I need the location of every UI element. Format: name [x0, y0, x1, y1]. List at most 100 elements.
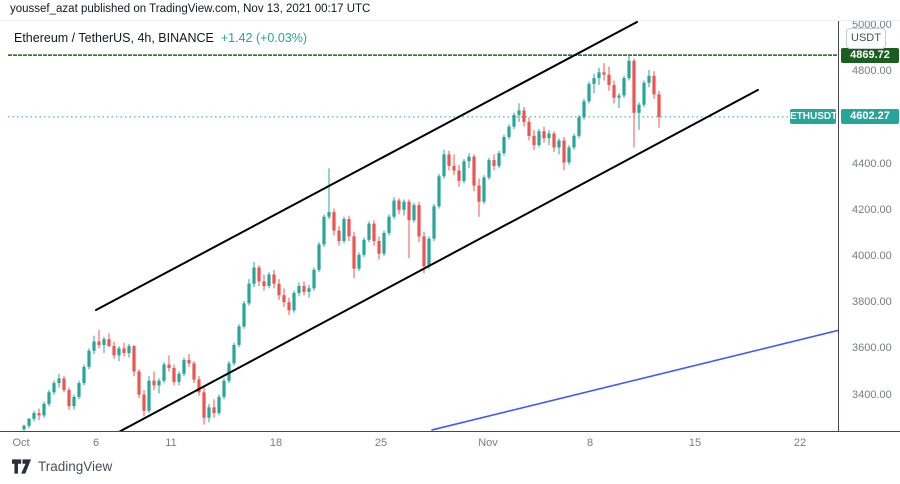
- candle-body: [82, 366, 86, 384]
- candle-body: [182, 359, 186, 374]
- candle-body: [482, 177, 486, 202]
- candle-body: [172, 368, 176, 382]
- candle-body: [107, 339, 111, 347]
- chart-plot[interactable]: ETHUSDT: [0, 20, 838, 431]
- candle-body: [397, 200, 401, 210]
- candle-body: [287, 302, 291, 311]
- legend-symbol: Ethereum / TetherUS, 4h, BINANCE: [14, 31, 214, 45]
- candle-body: [352, 236, 356, 269]
- candle-body: [577, 117, 581, 136]
- candle-body: [62, 378, 66, 390]
- candle-body: [512, 115, 516, 127]
- candle-body: [52, 383, 56, 393]
- candle-body: [417, 205, 421, 237]
- candle-body: [377, 240, 381, 254]
- candle-body: [137, 371, 141, 395]
- candle-body: [307, 288, 311, 292]
- price-tick-label: 3600.00: [852, 342, 892, 355]
- candle-body: [607, 74, 611, 86]
- candle-body: [147, 380, 151, 411]
- candle-body: [152, 380, 156, 386]
- candle-body: [502, 137, 506, 154]
- tradingview-logo[interactable]: TradingView: [12, 459, 112, 474]
- candle-body: [642, 82, 646, 105]
- publisher-text: youssef_azat published on TradingView.co…: [10, 3, 371, 15]
- price-tick-label: 4200.00: [852, 203, 892, 216]
- candle-body: [362, 239, 366, 255]
- candle-body: [127, 346, 131, 354]
- candle-body: [567, 147, 571, 163]
- last-price-label: 4602.27: [841, 109, 899, 125]
- candle-body: [372, 223, 376, 241]
- candle-body: [557, 140, 561, 148]
- candle-body: [442, 154, 446, 177]
- candle-body: [347, 219, 351, 237]
- candle-body: [92, 341, 96, 351]
- candle-body: [392, 200, 396, 217]
- candle-body: [587, 83, 591, 102]
- candle-body: [122, 348, 126, 354]
- candle-body: [562, 140, 566, 163]
- candle-body: [617, 95, 621, 98]
- candle-body: [382, 232, 386, 254]
- candle-body: [317, 244, 321, 270]
- candle-body: [447, 154, 451, 166]
- candle-body: [297, 286, 301, 293]
- candle-body: [547, 133, 551, 139]
- candle-body: [247, 283, 251, 304]
- candle-body: [162, 364, 166, 381]
- candle-body: [582, 101, 586, 118]
- time-tick-label: Nov: [478, 437, 498, 449]
- candlestick-chart: [8, 20, 838, 431]
- candle-body: [517, 110, 521, 116]
- candle-body: [97, 341, 101, 345]
- time-axis[interactable]: Oct 6 11 18 25 Nov 8 15 22: [0, 431, 900, 456]
- candle-body: [47, 392, 51, 404]
- candle-body: [632, 60, 636, 113]
- candle-body: [292, 292, 296, 311]
- candle-body: [357, 254, 361, 269]
- publisher-bar: youssef_azat published on TradingView.co…: [0, 0, 900, 21]
- price-tick-label: 4800.00: [852, 65, 892, 78]
- candle-body: [387, 216, 391, 233]
- candle-body: [492, 160, 496, 166]
- candle-body: [112, 346, 116, 356]
- candle-body: [327, 212, 331, 217]
- candle-body: [202, 392, 206, 418]
- candle-body: [657, 94, 661, 117]
- candle-body: [282, 295, 286, 303]
- candle-body: [532, 135, 536, 146]
- candle-body: [467, 156, 471, 162]
- candle-body: [57, 378, 61, 384]
- candle-body: [142, 394, 146, 411]
- candle-body: [267, 274, 271, 287]
- candle-body: [487, 160, 491, 178]
- candle-body: [622, 78, 626, 96]
- candle-body: [277, 283, 281, 296]
- candle-body: [422, 236, 426, 267]
- time-tick-label: Oct: [12, 437, 30, 449]
- candle-body: [527, 122, 531, 136]
- ascending-channel-upper: [95, 20, 638, 312]
- candle-body: [102, 339, 106, 345]
- candle-body: [652, 75, 656, 95]
- candle-body: [507, 126, 511, 138]
- candle-body: [117, 348, 121, 356]
- candle-body: [212, 407, 216, 414]
- price-tick-label: 4400.00: [852, 157, 892, 170]
- candle-body: [537, 131, 541, 146]
- candle-body: [312, 269, 316, 289]
- candle-body: [477, 185, 481, 202]
- candle-body: [22, 425, 26, 430]
- price-axis[interactable]: USDT 4869.72 4602.27 5000.004800.004600.…: [838, 19, 900, 431]
- time-tick-label: 8: [586, 437, 594, 449]
- candle-body: [602, 72, 606, 75]
- candle-body: [27, 418, 31, 426]
- candle-body: [542, 131, 546, 139]
- candle-body: [432, 206, 436, 239]
- candle-body: [272, 274, 276, 284]
- currency-toggle-button[interactable]: USDT: [846, 28, 886, 49]
- time-tick-label: 25: [374, 437, 388, 449]
- candle-body: [197, 379, 201, 393]
